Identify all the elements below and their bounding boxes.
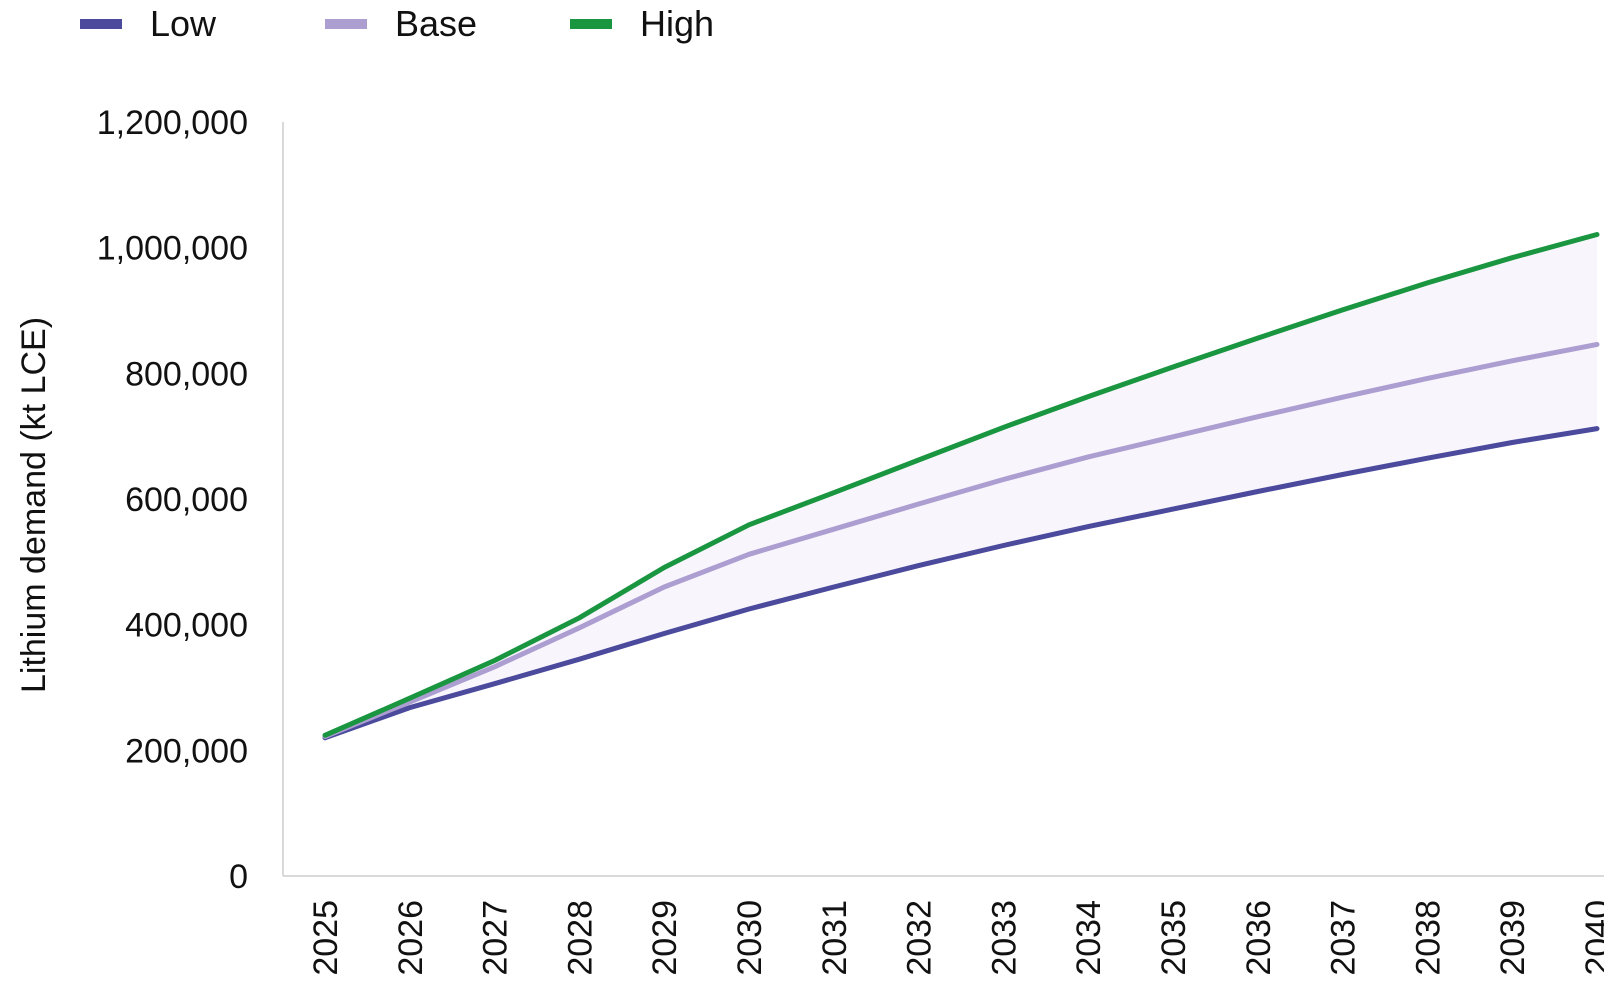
series-line-high[interactable]	[322, 232, 1600, 738]
x-tick-label: 2031	[816, 900, 854, 976]
x-tick-label: 2037	[1325, 900, 1363, 976]
y-axis-title: Lithium demand (kt LCE)	[15, 317, 53, 693]
x-tick-label: 2034	[1070, 900, 1108, 976]
tick-labels: 0 200,000 400,000 600,000 800,000 1,000,000 1,…	[97, 104, 1604, 976]
legend: Low Base High	[0, 0, 1604, 50]
y-tick-label: 400,000	[125, 607, 248, 645]
x-tick-label: 2038	[1409, 900, 1447, 976]
legend-item-low[interactable]: Low	[80, 4, 216, 44]
x-tick-label: 2040	[1579, 900, 1604, 976]
x-tick-label: 2039	[1494, 900, 1532, 976]
legend-item-high[interactable]: High	[570, 4, 714, 44]
legend-swatch-low	[80, 19, 122, 29]
legend-item-base[interactable]: Base	[325, 4, 477, 44]
series-layer	[322, 232, 1600, 741]
legend-label-low: Low	[150, 3, 217, 44]
x-tick-label: 2033	[985, 900, 1023, 976]
series-line-low[interactable]	[322, 426, 1600, 741]
x-tick-label: 2032	[901, 900, 939, 976]
x-tick-label: 2025	[307, 900, 345, 976]
legend-swatch-base	[325, 19, 367, 29]
y-tick-label: 600,000	[125, 481, 248, 519]
x-tick-label: 2026	[392, 900, 430, 976]
y-tick-label: 1,000,000	[97, 230, 248, 268]
y-tick-label: 1,200,000	[97, 104, 248, 142]
band-layer	[325, 234, 1597, 738]
x-tick-label: 2035	[1155, 900, 1193, 976]
y-tick-label: 800,000	[125, 355, 248, 393]
series-line-base[interactable]	[322, 341, 1600, 739]
y-tick-label: 200,000	[125, 732, 248, 770]
legend-label-high: High	[640, 3, 715, 44]
x-tick-label: 2028	[561, 900, 599, 976]
legend-label-base: Base	[395, 3, 478, 44]
x-tick-label: 2027	[477, 900, 515, 976]
x-tick-label: 2036	[1240, 900, 1278, 976]
x-tick-label: 2030	[731, 900, 769, 976]
y-tick-label: 0	[229, 858, 248, 896]
shaded-range-band	[325, 234, 1597, 738]
legend-swatch-high	[570, 19, 612, 29]
x-tick-label: 2029	[646, 900, 684, 976]
axes	[282, 122, 1604, 877]
